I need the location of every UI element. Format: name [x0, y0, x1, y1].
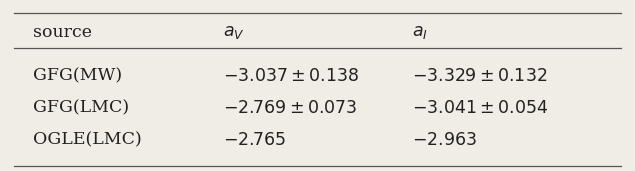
Text: $a_V$: $a_V$: [223, 24, 244, 41]
Text: OGLE(LMC): OGLE(LMC): [33, 132, 142, 149]
Text: $-2.765$: $-2.765$: [223, 132, 286, 149]
Text: GFG(LMC): GFG(LMC): [33, 100, 129, 117]
Text: $a_I$: $a_I$: [412, 24, 428, 41]
Text: $-3.037 \pm 0.138$: $-3.037 \pm 0.138$: [223, 68, 359, 85]
Text: $-2.963$: $-2.963$: [412, 132, 478, 149]
Text: $-2.769 \pm 0.073$: $-2.769 \pm 0.073$: [223, 100, 358, 117]
Text: GFG(MW): GFG(MW): [33, 68, 122, 85]
Text: source: source: [33, 24, 92, 41]
Text: $-3.329 \pm 0.132$: $-3.329 \pm 0.132$: [412, 68, 547, 85]
Text: $-3.041 \pm 0.054$: $-3.041 \pm 0.054$: [412, 100, 549, 117]
